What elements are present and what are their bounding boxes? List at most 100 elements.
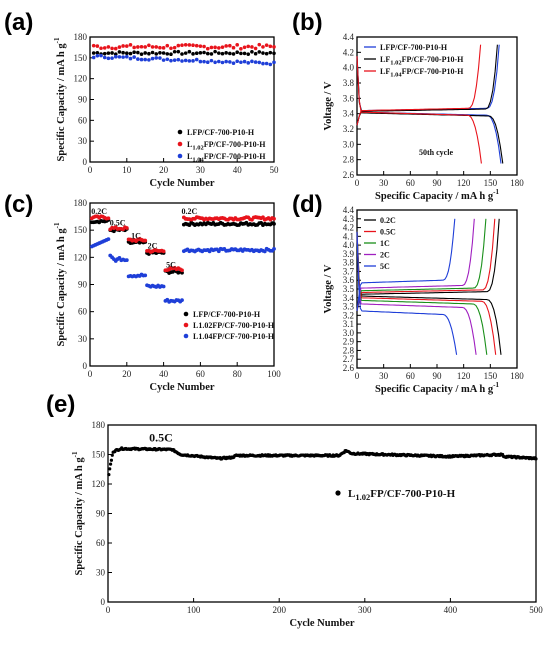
data-point [180,59,184,63]
legend-label: 0.2C [380,216,396,225]
data-point [154,52,159,56]
legend-label: LF1.02FP/CF-700-P10-H [380,55,464,67]
series-a-1 [91,42,276,51]
data-point [187,43,192,47]
data-point [136,45,140,49]
legend-label: LFP/CF-700-P10-H [380,43,448,52]
data-point [169,58,173,63]
data-point [99,46,103,51]
legend-label-main: LF [380,55,390,64]
data-point [128,43,133,47]
data-point [257,50,262,54]
data-point [253,60,258,64]
legend-label-text: 1C [380,239,390,248]
x-tick-label: 300 [358,605,372,615]
legend-label-text: L1.02FP/CF-700-P10-H [193,321,275,330]
legend-label-text: LFP/CF-700-P10-H [193,310,261,319]
data-point [272,51,276,56]
x-axis-label: Specific Capacity / mA h g-1 [375,188,499,202]
data-point [110,56,114,60]
discharge-curve [356,231,488,355]
data-point [228,51,232,56]
rate-label: 5C [166,260,176,269]
series-c-2 [89,237,276,304]
data-point [132,45,136,50]
data-point [106,45,111,49]
panel-label-b: (b) [292,9,323,36]
data-point [187,49,192,54]
legend-label-main: L [187,140,192,149]
data-point [205,51,210,56]
legend-label-text: 0.5C [380,228,396,237]
data-point [99,53,103,58]
x-tick-label: 120 [457,371,471,381]
x-tick-label: 120 [457,178,471,188]
legend-marker [335,490,341,496]
data-point [272,221,276,226]
charge-curve [356,218,475,311]
data-point [202,50,206,55]
data-point [132,50,136,54]
data-point [183,51,188,55]
y-tick-label: 4.0 [343,63,355,73]
y-tick-label: 4.2 [343,223,354,233]
y-tick-label: 60 [96,538,106,548]
data-point [205,60,210,65]
data-point [143,273,148,278]
y-tick-label: 120 [74,252,88,262]
y-tick-label: 3.5 [343,284,355,294]
x-tick-label: 0 [355,178,360,188]
data-point [242,51,247,56]
data-point [113,46,118,51]
y-tick-label: 2.9 [343,337,355,347]
data-point [250,59,254,64]
data-point [154,45,159,49]
data-point [191,59,195,63]
legend-label: 2C [380,251,390,260]
y-tick-label: 30 [78,334,88,344]
series-c-1 [89,214,276,273]
y-tick-label: 90 [96,509,106,519]
rate-label: 0.5C [110,219,126,228]
data-point [172,58,177,62]
x-tick-label: 150 [484,371,498,381]
x-tick-label: 0 [106,605,111,615]
data-point [91,43,96,48]
data-point [147,51,151,56]
data-point [239,60,243,65]
y-tick-label: 4.3 [343,214,355,224]
discharge-curve [356,231,477,355]
data-point [109,458,114,462]
panel-label-c: (c) [4,191,33,218]
legend-marker [183,333,189,339]
data-point [158,51,162,55]
y-tick-label: 3.6 [343,275,355,285]
data-point [180,43,184,48]
data-point [165,52,170,56]
y-tick-label: 3.0 [343,328,355,338]
x-axis-label: Cycle Number [149,178,214,189]
data-point [220,60,225,65]
data-point [209,45,214,50]
x-tick-label: 0 [355,371,360,381]
data-point [246,61,251,65]
x-tick-label: 100 [267,369,281,379]
x-tick-label: 60 [406,178,416,188]
x-tick-label: 100 [187,605,201,615]
y-tick-label: 150 [74,225,88,235]
y-tick-label: 3.3 [343,302,355,312]
y-tick-label: 0 [83,361,88,371]
legend-label: L1.02FP/CF-700-P10-H [187,140,266,152]
data-point [220,45,225,49]
y-axis-label: Specific Capacity / mA h g-1 [71,451,85,575]
data-point [113,52,118,56]
data-point [108,467,112,471]
legend-label: L1.02FP/CF-700-P10-H [348,488,456,502]
x-tick-label: 0 [88,369,93,379]
x-axis-label: Cycle Number [149,382,214,393]
legend-label-rest: FP/CF-700-P10-H [402,55,465,64]
x-tick-label: 30 [196,165,206,175]
data-point [128,51,133,56]
x-tick-label: 0 [88,165,93,175]
